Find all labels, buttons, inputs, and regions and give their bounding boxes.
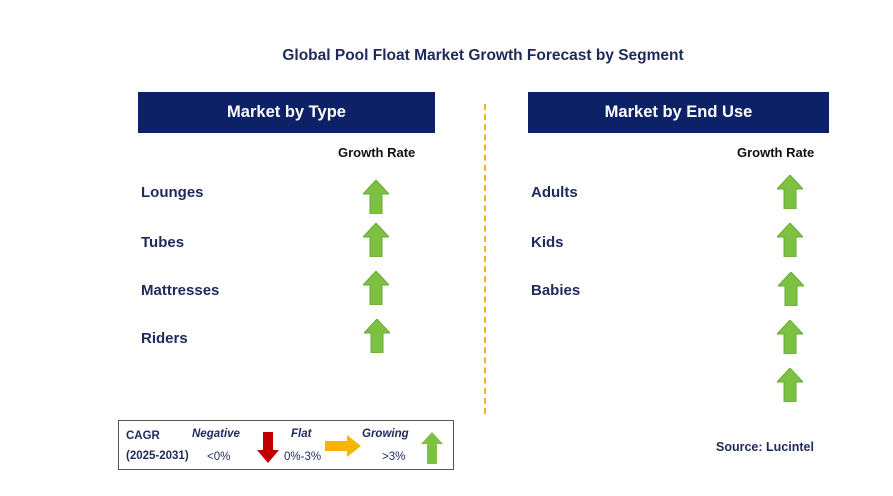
left-row-label: Tubes	[141, 234, 185, 251]
up-arrow-icon	[777, 175, 803, 209]
left-row-label: Riders	[141, 330, 188, 347]
up-arrow-icon	[777, 223, 803, 257]
up-arrow-icon	[778, 272, 804, 306]
market-by-end-use-header: Market by End Use	[528, 92, 829, 133]
market-by-type-header: Market by Type	[138, 92, 435, 133]
right-growth-rate-label: Growth Rate	[737, 145, 815, 160]
up-arrow-icon	[421, 432, 443, 464]
legend-cagr-label: CAGR	[126, 430, 160, 442]
legend-negative-range: <0%	[207, 451, 231, 463]
panel-divider	[484, 104, 486, 414]
up-arrow-icon	[777, 320, 803, 354]
up-arrow-icon	[777, 368, 803, 402]
up-arrow-icon	[364, 319, 390, 353]
legend-growing-range: >3%	[382, 451, 406, 463]
legend-negative-label: Negative	[192, 428, 240, 440]
right-arrow-icon	[325, 435, 361, 457]
right-row-label: Babies	[531, 282, 581, 299]
right-row-label: Adults	[531, 184, 578, 201]
left-growth-rate-label: Growth Rate	[338, 145, 416, 160]
up-arrow-icon	[363, 223, 389, 257]
down-arrow-icon	[257, 432, 279, 463]
legend-flat-range: 0%-3%	[284, 451, 322, 463]
legend-flat-label: Flat	[291, 428, 312, 440]
legend-growing-label: Growing	[362, 428, 409, 440]
left-row-label: Lounges	[141, 184, 204, 201]
left-row-label: Mattresses	[141, 282, 220, 299]
up-arrow-icon	[363, 180, 389, 214]
up-arrow-icon	[363, 271, 389, 305]
cagr-legend: CAGR (2025-2031) Negative <0% Flat 0%-3%…	[118, 420, 454, 470]
source-note: Source: Lucintel	[716, 440, 814, 454]
legend-period: (2025-2031)	[126, 450, 189, 462]
right-row-label: Kids	[531, 234, 564, 251]
chart-title: Global Pool Float Market Growth Forecast…	[282, 47, 684, 64]
